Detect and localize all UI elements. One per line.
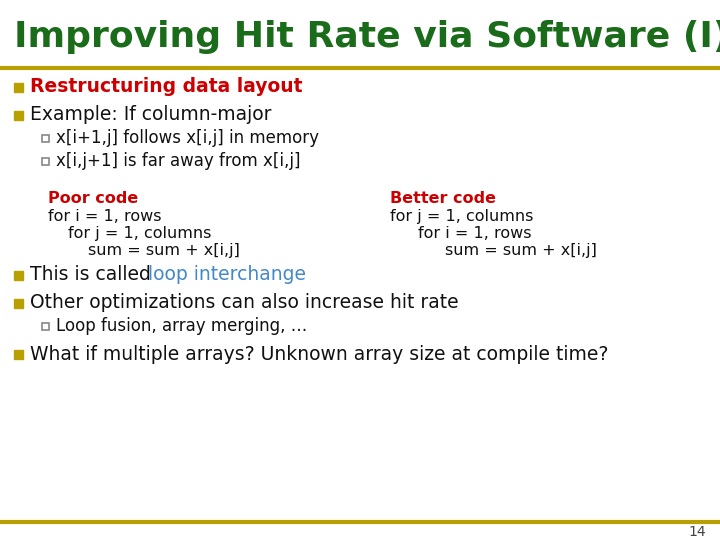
Bar bbox=[14, 111, 23, 119]
Text: x[i,j+1] is far away from x[i,j]: x[i,j+1] is far away from x[i,j] bbox=[56, 152, 300, 170]
Text: x[i+1,j] follows x[i,j] in memory: x[i+1,j] follows x[i,j] in memory bbox=[56, 129, 319, 147]
Text: loop interchange: loop interchange bbox=[148, 266, 306, 285]
Text: sum = sum + x[i,j]: sum = sum + x[i,j] bbox=[88, 243, 240, 258]
Text: What if multiple arrays? Unknown array size at compile time?: What if multiple arrays? Unknown array s… bbox=[30, 345, 608, 363]
Bar bbox=[14, 271, 23, 280]
Text: Improving Hit Rate via Software (I): Improving Hit Rate via Software (I) bbox=[14, 20, 720, 54]
Bar bbox=[14, 299, 23, 307]
Text: Other optimizations can also increase hit rate: Other optimizations can also increase hi… bbox=[30, 294, 459, 313]
Bar bbox=[42, 322, 49, 329]
Bar bbox=[42, 158, 49, 165]
Text: 14: 14 bbox=[688, 525, 706, 539]
Text: for i = 1, rows: for i = 1, rows bbox=[48, 209, 161, 224]
Text: for i = 1, rows: for i = 1, rows bbox=[418, 226, 531, 241]
Bar bbox=[14, 83, 23, 91]
Text: for j = 1, columns: for j = 1, columns bbox=[390, 209, 534, 224]
Text: sum = sum + x[i,j]: sum = sum + x[i,j] bbox=[445, 243, 597, 258]
Text: Loop fusion, array merging, …: Loop fusion, array merging, … bbox=[56, 317, 307, 335]
Text: Restructuring data layout: Restructuring data layout bbox=[30, 78, 302, 97]
Text: Poor code: Poor code bbox=[48, 191, 138, 206]
Text: Better code: Better code bbox=[390, 191, 496, 206]
Bar bbox=[42, 134, 49, 141]
Text: This is called: This is called bbox=[30, 266, 157, 285]
Text: Example: If column-major: Example: If column-major bbox=[30, 105, 271, 125]
Text: for j = 1, columns: for j = 1, columns bbox=[68, 226, 212, 241]
Bar bbox=[14, 349, 23, 359]
